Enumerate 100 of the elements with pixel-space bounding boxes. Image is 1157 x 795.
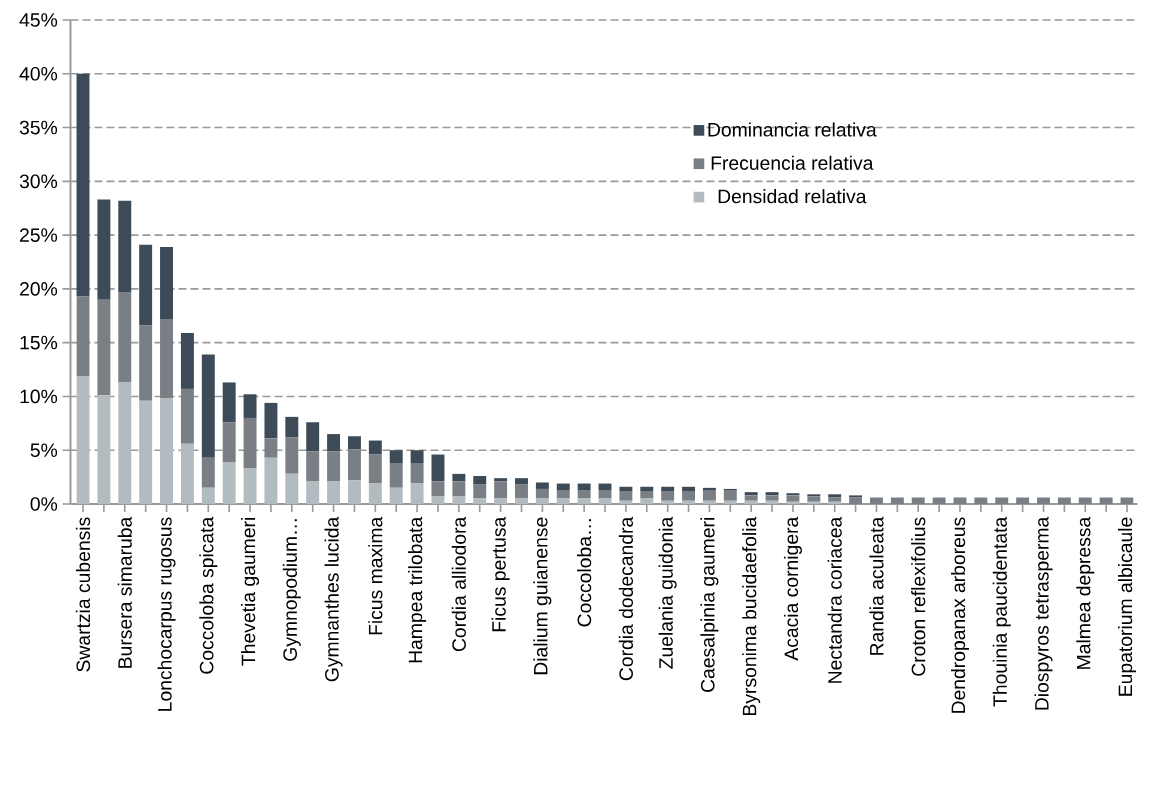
bar — [786, 501, 800, 504]
bar — [327, 434, 341, 452]
bar — [264, 438, 278, 458]
bar — [577, 490, 591, 499]
bar — [723, 490, 737, 501]
bar — [1037, 497, 1050, 504]
bar — [97, 395, 111, 504]
bar — [765, 500, 779, 504]
bar — [264, 457, 278, 504]
bar — [807, 501, 821, 504]
x-tick-label: Nectandra coriacea — [827, 516, 842, 683]
bar — [306, 451, 320, 482]
bar — [556, 498, 570, 504]
x-tick-label: Swartzia cubensis — [75, 517, 91, 672]
bar — [201, 354, 215, 458]
bar — [494, 498, 508, 504]
x-tick-label: Diospyros tetrasperma — [1034, 516, 1053, 710]
bar — [180, 388, 194, 444]
bar — [389, 487, 403, 504]
x-tick-label: Coccoloba… — [577, 519, 592, 627]
bar — [515, 478, 528, 485]
bar — [139, 400, 153, 504]
bar — [452, 473, 466, 482]
bar — [452, 481, 466, 497]
legend-label: Densidad relativa — [718, 189, 867, 204]
y-tick-label: 20% — [20, 282, 58, 296]
x-tick-label: Eupatorium albicaule — [1118, 517, 1137, 696]
y-tick-label: 45% — [19, 13, 58, 27]
legend-label: Dominancia relativa — [708, 122, 877, 137]
x-tick-label: Gymnopodium… — [282, 519, 301, 661]
bar — [765, 492, 779, 496]
bar — [306, 481, 320, 504]
bar — [682, 491, 696, 501]
bar — [243, 394, 257, 418]
y-tick-label: 35% — [19, 120, 58, 135]
bar — [702, 500, 716, 504]
bar — [222, 382, 236, 423]
bar — [201, 457, 215, 488]
x-tick-label: Dialium guianense — [533, 517, 552, 675]
bar — [410, 463, 424, 484]
bar — [139, 325, 153, 401]
bar — [180, 332, 194, 389]
bar — [786, 493, 800, 496]
bar — [828, 501, 842, 504]
x-tick-label: Bursera simaruba — [117, 516, 132, 668]
bar — [118, 382, 132, 504]
bar — [640, 486, 654, 492]
bar — [807, 496, 821, 502]
x-tick-label: Zuelania guidonia — [658, 516, 677, 669]
x-tick-label: Cordia alliodora — [451, 516, 466, 652]
bar — [535, 482, 549, 489]
bar — [723, 500, 737, 504]
bar — [995, 497, 1009, 504]
bar — [619, 500, 633, 504]
bar — [76, 73, 90, 297]
x-tick-label: Gymnanthes lucida — [324, 516, 343, 682]
bar — [640, 491, 654, 499]
x-tick-label: Ficus maxima — [368, 516, 383, 635]
x-tick-label: Acacia cornigera — [783, 516, 802, 661]
bar — [389, 450, 403, 464]
bar — [347, 449, 361, 481]
y-tick-label: 0% — [30, 497, 58, 511]
bar — [410, 450, 424, 464]
bar — [222, 422, 236, 463]
x-tick-label: Hampea trilobata — [408, 516, 427, 663]
bar — [828, 494, 842, 498]
bar — [890, 497, 904, 504]
bar — [160, 398, 173, 504]
bar — [327, 481, 341, 504]
bar — [640, 498, 654, 504]
bar — [243, 468, 257, 504]
bar — [765, 495, 779, 501]
bar — [535, 488, 549, 499]
bar — [577, 483, 591, 491]
bar — [473, 476, 487, 485]
bar — [285, 437, 299, 474]
bar — [243, 417, 257, 469]
y-tick-label: 15% — [20, 335, 58, 350]
bar — [974, 497, 988, 504]
bar — [932, 497, 946, 504]
bar — [515, 498, 528, 504]
bar — [619, 486, 633, 492]
bar — [222, 462, 236, 504]
bar — [556, 483, 570, 491]
bar — [201, 487, 215, 504]
bar — [431, 481, 445, 497]
bar — [76, 296, 90, 376]
bar — [1099, 497, 1113, 504]
bar — [473, 484, 487, 499]
bar — [598, 490, 612, 499]
bar — [619, 491, 633, 501]
bar — [682, 500, 696, 504]
bar — [869, 497, 883, 504]
bar — [306, 422, 320, 452]
x-tick-label: Dendropanax arboreus — [950, 517, 969, 713]
bar — [535, 498, 549, 504]
x-tick-label: Caesalpinia gaumeri — [700, 518, 719, 692]
bar — [76, 376, 90, 504]
bar — [577, 498, 591, 504]
x-tick-label: Croton reflexifolius — [911, 517, 926, 676]
